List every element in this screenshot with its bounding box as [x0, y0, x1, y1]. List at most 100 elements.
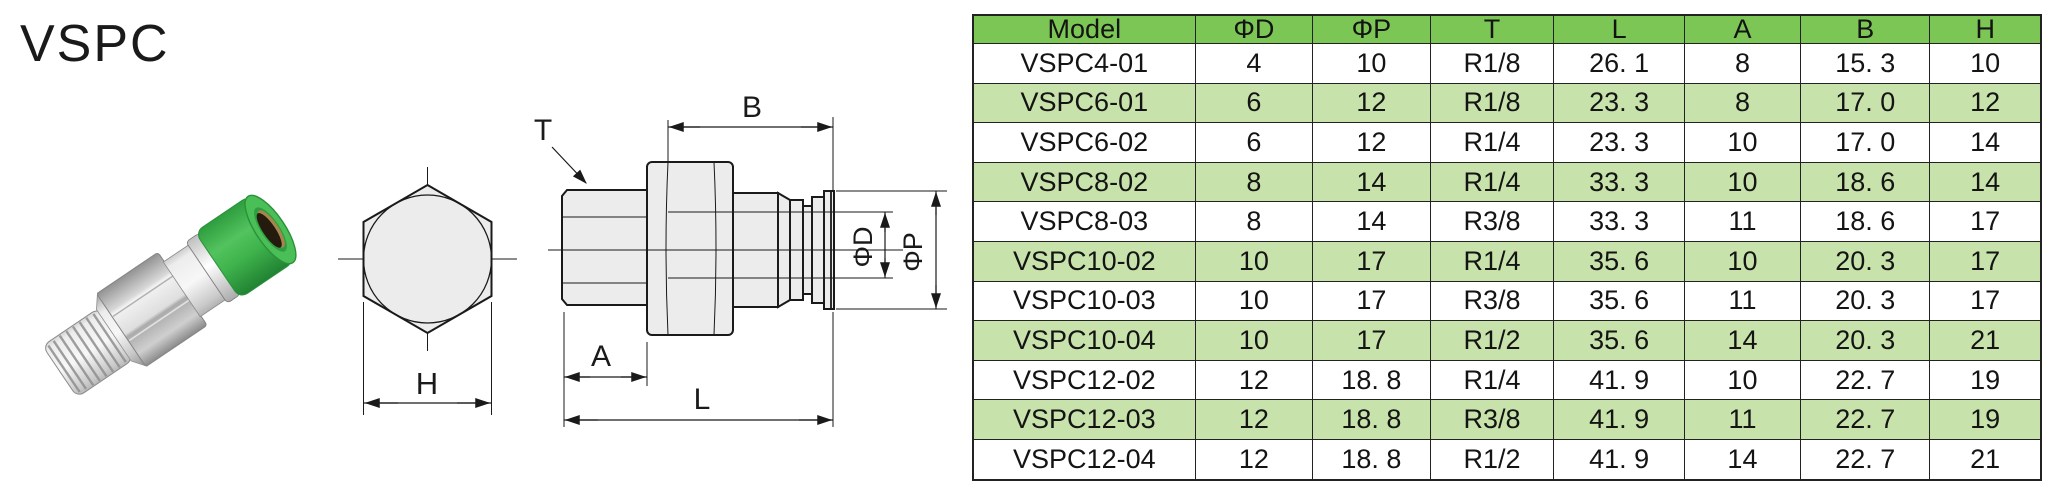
table-cell: 14 [1312, 161, 1431, 203]
header-cell: L [1553, 14, 1685, 44]
table-cell: R1/2 [1429, 439, 1555, 481]
table-cell: 12 [1194, 439, 1314, 481]
table-cell: 18. 8 [1312, 439, 1431, 481]
table-cell: 10 [1194, 241, 1314, 282]
table-cell: 17. 0 [1800, 122, 1931, 163]
page-title: VSPC [20, 15, 170, 73]
table-cell: VSPC6-02 [972, 122, 1196, 163]
table-cell: 12 [1194, 399, 1314, 441]
table-cell: 18. 6 [1800, 201, 1931, 243]
table-header-row: Model ΦD ΦP T L A B H [972, 14, 2042, 44]
table-cell: 12 [1312, 82, 1431, 124]
table-cell: 10 [1683, 161, 1802, 203]
table-cell: 22. 7 [1800, 359, 1931, 401]
header-cell: T [1429, 14, 1555, 44]
table-cell: VSPC10-04 [972, 320, 1196, 361]
table-row: VSPC10-04 10 17 R1/2 35. 6 14 20. 3 21 [972, 320, 2042, 361]
table-cell: 14 [1683, 320, 1802, 361]
dimension-b: B [667, 91, 834, 191]
table-cell: R3/8 [1429, 399, 1555, 441]
table-row: VSPC12-02 12 18. 8 R1/4 41. 9 10 22. 7 19 [972, 359, 2042, 401]
table-cell: 18. 8 [1312, 399, 1431, 441]
table-cell: 17 [1929, 241, 2042, 282]
table-cell: 12 [1929, 82, 2042, 124]
table-cell: 41. 9 [1553, 359, 1685, 401]
table-row: VSPC10-02 10 17 R1/4 35. 6 10 20. 3 17 [972, 241, 2042, 282]
photo-green-collar [198, 194, 297, 296]
table-cell: 18. 6 [1800, 161, 1931, 203]
table-cell: R1/8 [1429, 43, 1555, 84]
table-cell: 18. 8 [1312, 359, 1431, 401]
table-cell: 17 [1312, 241, 1431, 282]
product-photo [25, 183, 310, 405]
hex-nut-section [646, 161, 734, 336]
header-cell: H [1929, 14, 2042, 44]
table-cell: 33. 3 [1553, 161, 1685, 203]
table-cell: 35. 6 [1553, 320, 1685, 361]
table-row: VSPC10-03 10 17 R3/8 35. 6 11 20. 3 17 [972, 280, 2042, 322]
table-row: VSPC12-04 12 18. 8 R1/2 41. 9 14 22. 7 21 [972, 439, 2042, 481]
dim-label-a: A [591, 340, 611, 373]
table-cell: 22. 7 [1800, 439, 1931, 481]
thread-section [561, 189, 648, 306]
table-cell: VSPC4-01 [972, 43, 1196, 84]
table-cell: 6 [1194, 122, 1314, 163]
dim-label-l: L [694, 383, 711, 416]
dim-label-phi-p: ΦP [898, 232, 928, 272]
dimension-t: T [534, 114, 587, 184]
header-cell: ΦD [1194, 14, 1314, 44]
table-cell: R1/4 [1429, 359, 1555, 401]
table-cell: 11 [1683, 280, 1802, 322]
table-row: VSPC8-03 8 14 R3/8 33. 3 11 18. 6 17 [972, 201, 2042, 243]
spec-table: Model ΦD ΦP T L A B H VSPC4-01 4 10 R1/8 26. 1 8 15. … [972, 14, 2042, 481]
header-cell: Model [972, 14, 1196, 44]
table-cell: 6 [1194, 82, 1314, 124]
table-cell: VSPC12-04 [972, 439, 1196, 481]
header-cell: B [1800, 14, 1931, 44]
table-cell: 8 [1683, 43, 1802, 84]
table-cell: R3/8 [1429, 280, 1555, 322]
dim-label-h: H [416, 366, 438, 401]
dimension-h: H [363, 302, 492, 415]
table-row: VSPC6-02 6 12 R1/4 23. 3 10 17. 0 14 [972, 122, 2042, 163]
table-row: VSPC12-03 12 18. 8 R3/8 41. 9 11 22. 7 19 [972, 399, 2042, 441]
table-cell: 19 [1929, 359, 2042, 401]
table-cell: 35. 6 [1553, 280, 1685, 322]
table-cell: 17 [1929, 201, 2042, 243]
table-cell: VSPC10-02 [972, 241, 1196, 282]
table-cell: 14 [1312, 201, 1431, 243]
table-cell: 35. 6 [1553, 241, 1685, 282]
table-cell: 17 [1312, 320, 1431, 361]
table-cell: 41. 9 [1553, 399, 1685, 441]
table-cell: 10 [1194, 320, 1314, 361]
table-cell: VSPC12-03 [972, 399, 1196, 441]
hex-end-view-drawing: H [330, 100, 530, 430]
table-cell: VSPC8-03 [972, 201, 1196, 243]
header-cell: A [1683, 14, 1802, 44]
dimension-a: A [563, 312, 648, 427]
table-cell: 14 [1683, 439, 1802, 481]
table-cell: 20. 3 [1800, 320, 1931, 361]
inscribed-circle [362, 194, 493, 324]
table-cell: VSPC12-02 [972, 359, 1196, 401]
table-cell: 10 [1312, 43, 1431, 84]
section-view-svg: T B ΦD ΦP A L [534, 91, 947, 427]
table-row: VSPC8-02 8 14 R1/4 33. 3 10 18. 6 14 [972, 161, 2042, 203]
table-cell: 11 [1683, 399, 1802, 441]
table-cell: 20. 3 [1800, 280, 1931, 322]
table-cell: 8 [1194, 161, 1314, 203]
table-cell: R3/8 [1429, 201, 1555, 243]
table-cell: 33. 3 [1553, 201, 1685, 243]
table-row: VSPC4-01 4 10 R1/8 26. 1 8 15. 3 10 [972, 43, 2042, 84]
table-cell: 10 [1683, 122, 1802, 163]
hex-outline [362, 183, 493, 335]
table-cell: 23. 3 [1553, 122, 1685, 163]
table-cell: R1/4 [1429, 241, 1555, 282]
table-cell: 23. 3 [1553, 82, 1685, 124]
table-cell: 12 [1312, 122, 1431, 163]
table-cell: 19 [1929, 399, 2042, 441]
table-cell: VSPC6-01 [972, 82, 1196, 124]
dimension-l: L [564, 312, 834, 427]
table-cell: 14 [1929, 161, 2042, 203]
table-cell: R1/8 [1429, 82, 1555, 124]
